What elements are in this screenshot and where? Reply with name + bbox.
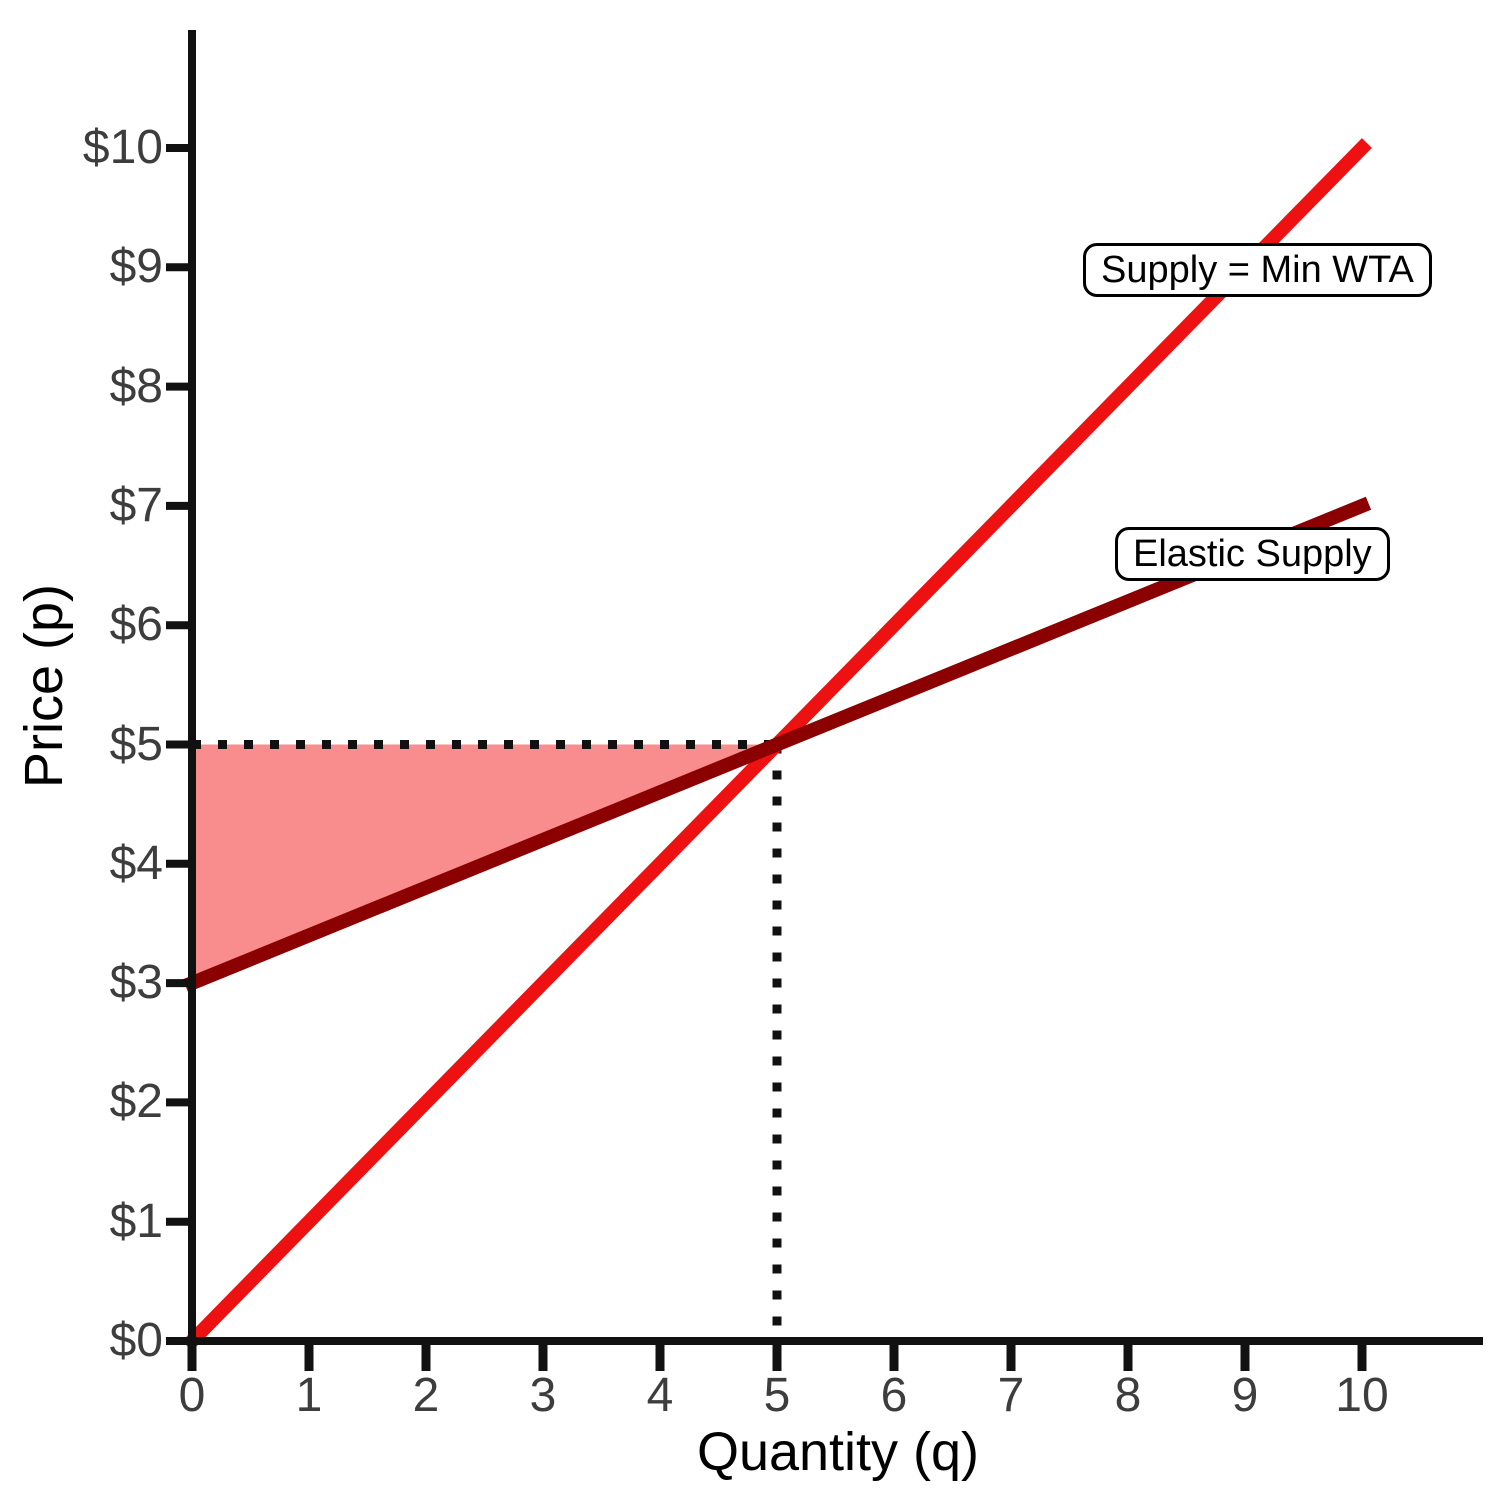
y-tick-label: $0 bbox=[109, 1314, 163, 1367]
x-tick-label: 4 bbox=[646, 1369, 674, 1422]
x-tick-label: 10 bbox=[1335, 1369, 1389, 1422]
series-line-1 bbox=[182, 496, 1372, 993]
y-tick-label: $8 bbox=[109, 359, 163, 413]
x-tick-label: 2 bbox=[412, 1369, 440, 1422]
x-tick-label: 6 bbox=[880, 1369, 908, 1422]
y-tick-label: $7 bbox=[109, 478, 163, 532]
x-tick-label: 8 bbox=[1114, 1369, 1142, 1422]
y-tick-label: $6 bbox=[109, 598, 163, 652]
y-tick-label: $10 bbox=[82, 121, 163, 174]
y-tick-label: $5 bbox=[109, 717, 163, 771]
supply-min-wta-line-label: Supply = Min WTA bbox=[1083, 243, 1432, 297]
x-tick-label: 0 bbox=[178, 1369, 206, 1422]
y-tick-label: $1 bbox=[109, 1194, 163, 1248]
y-tick-label: $2 bbox=[109, 1075, 163, 1129]
y-axis-title: Price (p) bbox=[14, 583, 74, 789]
elastic-supply-line-label: Elastic Supply bbox=[1115, 527, 1390, 581]
x-tick-label: 7 bbox=[997, 1369, 1025, 1422]
x-axis-title: Quantity (q) bbox=[696, 1422, 980, 1482]
x-tick-label: 9 bbox=[1231, 1369, 1259, 1422]
y-tick-label: $4 bbox=[109, 836, 163, 890]
x-tick-label: 1 bbox=[295, 1369, 323, 1422]
x-tick-label: 3 bbox=[529, 1369, 557, 1422]
y-tick-label: $9 bbox=[109, 240, 163, 294]
y-tick-label: $3 bbox=[109, 956, 163, 1010]
x-tick-label: 5 bbox=[763, 1369, 791, 1422]
